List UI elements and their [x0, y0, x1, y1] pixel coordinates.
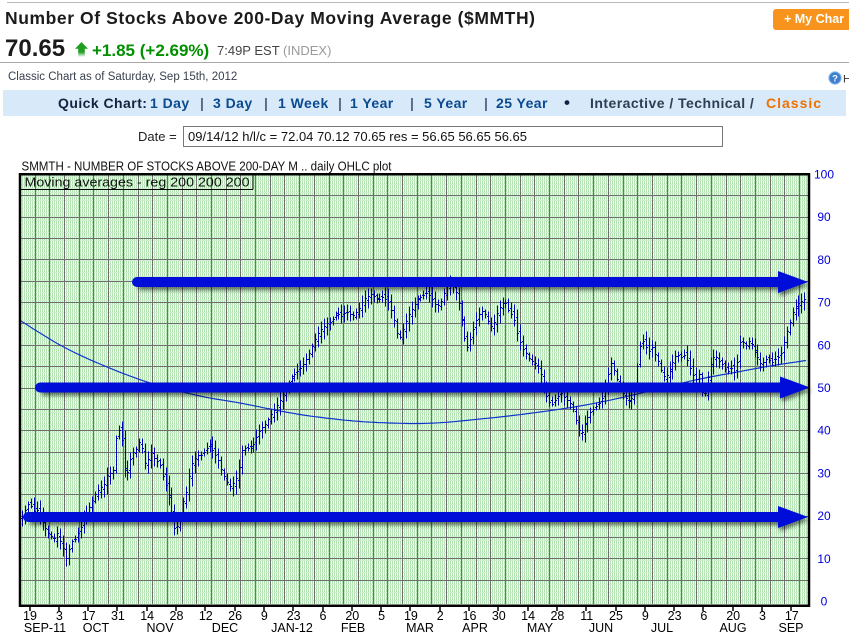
svg-text:AUG: AUG — [719, 621, 746, 635]
svg-text:9: 9 — [261, 609, 268, 623]
svg-text:11: 11 — [580, 609, 593, 623]
svg-text:16: 16 — [463, 609, 477, 623]
svg-text:19: 19 — [23, 609, 37, 623]
svg-text:JUN: JUN — [589, 621, 613, 635]
svg-text:10: 10 — [817, 552, 831, 566]
svg-text:17: 17 — [785, 609, 799, 623]
svg-text:80: 80 — [817, 253, 831, 267]
svg-text:6: 6 — [320, 609, 327, 623]
svg-text:23: 23 — [287, 609, 301, 623]
svg-text:31: 31 — [111, 609, 125, 623]
svg-text:20: 20 — [345, 609, 359, 623]
svg-text:28: 28 — [550, 609, 564, 623]
svg-text:?: ? — [832, 74, 838, 85]
svg-text:23: 23 — [668, 609, 682, 623]
svg-text:30: 30 — [817, 466, 831, 480]
svg-text:Moving averages - reg 200 200: Moving averages - reg 200 200 200 — [25, 176, 250, 190]
svg-text:100: 100 — [814, 168, 834, 182]
svg-text:3: 3 — [759, 609, 766, 623]
svg-text:NOV: NOV — [146, 621, 174, 635]
svg-text:FEB: FEB — [341, 621, 365, 635]
svg-text:19: 19 — [404, 609, 418, 623]
svg-text:26: 26 — [228, 609, 242, 623]
svg-text:6: 6 — [700, 609, 707, 623]
svg-text:MAR: MAR — [406, 621, 434, 635]
svg-text:70: 70 — [817, 296, 831, 310]
svg-text:JUL: JUL — [651, 621, 673, 635]
svg-text:5: 5 — [378, 609, 385, 623]
svg-text:40: 40 — [817, 424, 831, 438]
svg-text:14: 14 — [521, 609, 535, 623]
svg-text:25: 25 — [609, 609, 623, 623]
svg-text:17: 17 — [82, 609, 96, 623]
svg-text:2: 2 — [437, 609, 444, 623]
svg-text:20: 20 — [817, 509, 831, 523]
svg-text:APR: APR — [462, 621, 488, 635]
svg-text:14: 14 — [140, 609, 154, 623]
svg-text:0: 0 — [821, 595, 828, 609]
svg-text:30: 30 — [492, 609, 506, 623]
svg-text:3: 3 — [56, 609, 63, 623]
svg-text:JAN-12: JAN-12 — [271, 621, 313, 635]
svg-text:H: H — [843, 74, 849, 86]
svg-text:OCT: OCT — [83, 621, 110, 635]
svg-text:20: 20 — [726, 609, 740, 623]
svg-text:12: 12 — [199, 609, 213, 623]
svg-text:MAY: MAY — [527, 621, 554, 635]
svg-text:DEC: DEC — [212, 621, 238, 635]
svg-text:9: 9 — [642, 609, 649, 623]
svg-text:28: 28 — [170, 609, 184, 623]
svg-text:SEP: SEP — [778, 621, 803, 635]
svg-text:SEP-11: SEP-11 — [24, 621, 66, 635]
svg-text:60: 60 — [817, 338, 831, 352]
svg-text:50: 50 — [817, 381, 831, 395]
svg-text:90: 90 — [817, 210, 831, 224]
svg-text:SMMTH - NUMBER OF STOCKS ABOVE: SMMTH - NUMBER OF STOCKS ABOVE 200-DAY M… — [22, 160, 392, 174]
